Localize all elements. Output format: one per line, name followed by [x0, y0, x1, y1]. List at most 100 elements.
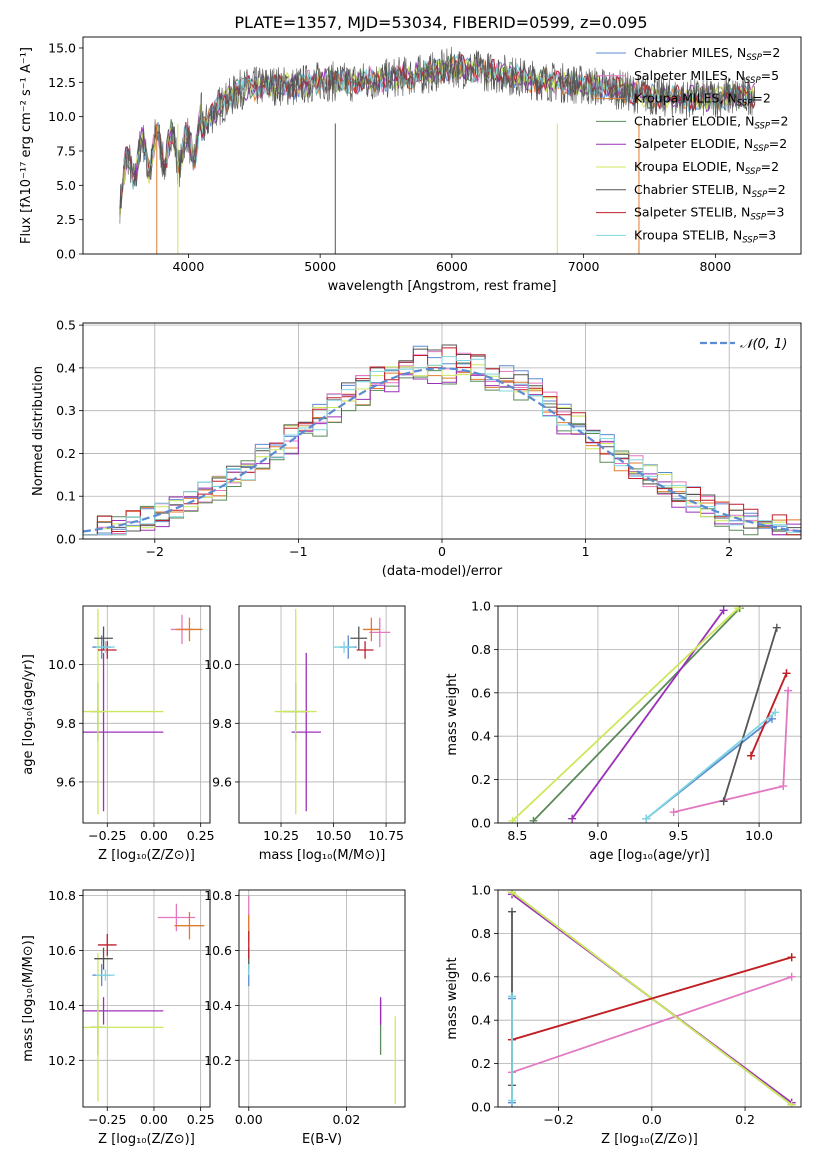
legend-label-salp_elodie: Salpeter ELODIE, NSSP=2 — [634, 136, 787, 154]
x-tick-label: 2 — [725, 544, 733, 559]
y-tick-label: 7.5 — [56, 143, 76, 158]
y-axis-label: mass [log₁₀(M/M⊙)] — [21, 935, 36, 1062]
point-krou_miles — [176, 617, 203, 642]
weight-marker-krou_stelib — [507, 1096, 516, 1105]
y-tick-label: 9.8 — [56, 716, 76, 731]
axes-frame — [82, 889, 211, 1108]
point-salp_miles — [369, 617, 391, 648]
legend-label-chab_elodie: Chabrier ELODIE, NSSP=2 — [634, 113, 789, 131]
y-tick-label: 0.0 — [471, 816, 491, 831]
legend-label-salp_miles: Salpeter MILES, NSSP=5 — [634, 68, 779, 86]
y-tick-label: 10.8 — [48, 888, 76, 903]
plot-area — [507, 890, 796, 1107]
x-tick-label: 0.25 — [187, 1112, 215, 1127]
point-salp_elodie — [83, 652, 164, 812]
y-tick-label: 0.6 — [471, 685, 491, 700]
y-tick-label: 10.4 — [48, 998, 76, 1013]
x-tick-label: 10.50 — [316, 828, 352, 843]
panel-residuals: −2 −1 0 1 2 0.0 0.1 0.2 0.3 0.4 0.5 (data-model)/er… — [31, 318, 802, 579]
spectrum-legend: Chabrier MILES, NSSP=2 Salpeter MILES, NS… — [596, 45, 789, 245]
weight-marker-krou_elodie — [734, 606, 743, 613]
y-tick-label: 1.0 — [471, 883, 491, 898]
legend-label-normal: 𝒩(0, 1) — [740, 337, 787, 352]
x-tick-label: 10.25 — [263, 828, 299, 843]
point-krou_stelib — [96, 969, 115, 981]
legend-label-krou_stelib: Kroupa STELIB, NSSP=3 — [634, 227, 776, 245]
x-tick-label: 8.5 — [507, 828, 527, 843]
weight-marker-salp_miles — [784, 686, 793, 695]
point-chab_stelib — [94, 626, 113, 650]
y-tick-label: 0.0 — [56, 532, 76, 547]
y-tick-label: 10.0 — [204, 657, 232, 672]
weight-marker-salp_miles — [779, 782, 788, 791]
panel-age_vs_mass: 10.25 10.50 10.75 9.6 9.8 10.0 mass [log₁₀(M/M… — [204, 605, 406, 863]
point-krou_elodie — [83, 953, 164, 1102]
y-tick-label: 0.2 — [471, 1056, 491, 1071]
y-tick-label: 5.0 — [56, 178, 76, 193]
x-axis-label: Z [log₁₀(Z/Z⊙)] — [98, 848, 195, 863]
weight-marker-salp_stelib — [787, 953, 796, 962]
y-tick-label: 9.6 — [212, 774, 232, 789]
y-tick-label: 0.0 — [471, 1100, 491, 1115]
y-tick-label: 0.6 — [471, 969, 491, 984]
y-tick-label: 10.0 — [48, 657, 76, 672]
point-krou_miles — [174, 911, 205, 940]
point-salp_stelib — [97, 933, 117, 956]
point-krou_miles — [362, 617, 380, 642]
legend-label-chab_miles: Chabrier MILES, NSSP=2 — [634, 45, 780, 63]
x-tick-label: 10.0 — [745, 828, 773, 843]
y-tick-label: 12.5 — [48, 75, 76, 90]
weight-marker-chab_stelib — [507, 907, 516, 916]
x-tick-label: 8000 — [699, 259, 731, 274]
point-salp_stelib — [356, 641, 374, 659]
axes-frame — [82, 605, 211, 824]
point-krou_elodie — [274, 608, 317, 815]
x-axis-label: age [log₁₀(age/yr)] — [589, 848, 710, 863]
x-tick-label: 0.0 — [642, 1112, 662, 1127]
x-tick-label: −0.25 — [88, 1112, 126, 1127]
x-axis-label: wavelength [Angstrom, rest frame] — [328, 279, 557, 294]
y-tick-label: 10.2 — [48, 1053, 76, 1068]
y-tick-label: 10.6 — [48, 943, 76, 958]
point-krou_stelib — [96, 641, 115, 653]
y-tick-label: 2.5 — [56, 212, 76, 227]
weight-marker-krou_stelib — [771, 708, 780, 717]
x-axis-label: E(B-V) — [302, 1132, 342, 1147]
plot-area — [274, 608, 391, 815]
y-tick-label: 9.6 — [56, 774, 76, 789]
y-tick-label: 0.8 — [471, 642, 491, 657]
weight-line-krou_stelib — [645, 711, 776, 820]
y-tick-label: 0.4 — [56, 360, 76, 375]
weight-marker-salp_miles — [669, 808, 678, 817]
x-tick-label: −1 — [289, 544, 307, 559]
weight-marker-krou_stelib — [642, 814, 651, 823]
x-axis-label: mass [log₁₀(M/M⊙)] — [259, 848, 386, 863]
panel-mass_vs_Z: −0.25 0.00 0.25 10.2 10.4 10.6 10.8 Z [log₁₀(Z/… — [21, 888, 215, 1147]
x-tick-label: 1 — [582, 544, 590, 559]
x-tick-label: 0.2 — [735, 1112, 755, 1127]
hist-step-krou_stelib — [83, 356, 801, 536]
y-tick-label: 0.0 — [56, 247, 76, 262]
weight-line-chab_stelib — [722, 627, 778, 802]
weight-line-salp_stelib — [511, 956, 792, 1041]
spectrum-data-line — [119, 46, 756, 224]
weight-line-krou_elodie — [511, 607, 739, 822]
y-tick-label: 0.1 — [56, 489, 76, 504]
axes-frame — [238, 889, 406, 1108]
y-axis-label: mass weight — [445, 957, 460, 1039]
legend-label-chab_stelib: Chabrier STELIB, NSSP=2 — [634, 182, 786, 200]
y-tick-label: 1.0 — [471, 599, 491, 614]
y-tick-label: 10.6 — [204, 943, 232, 958]
hist-step-chab_elodie — [83, 362, 801, 536]
y-tick-label: 10.8 — [204, 888, 232, 903]
x-tick-label: 0.25 — [187, 828, 215, 843]
x-axis-label: Z [log₁₀(Z/Z⊙)] — [98, 1132, 195, 1147]
weight-marker-salp_miles — [787, 972, 796, 981]
weight-marker-chab_stelib — [772, 623, 781, 632]
weight-marker-chab_miles — [767, 714, 776, 723]
x-tick-label: −0.25 — [88, 828, 126, 843]
plot-area — [248, 895, 396, 1105]
weight-marker-krou_stelib — [507, 992, 516, 1001]
x-tick-label: 9.5 — [669, 828, 689, 843]
